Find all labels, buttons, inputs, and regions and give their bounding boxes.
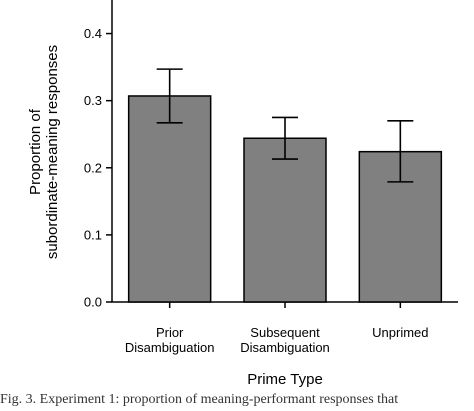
y-axis-title-line: subordinate-meaning responses	[44, 45, 61, 259]
y-tick-label: 0.0	[84, 295, 102, 310]
x-tick-label: Unprimed	[372, 325, 428, 340]
x-tick-label-line: Prior	[156, 325, 184, 340]
bar-chart: Proportion ofsubordinate-meaning respons…	[27, 0, 458, 388]
y-axis-title-line: Proportion of	[27, 108, 44, 195]
error-bar	[272, 116, 298, 160]
x-tick-label: Subsequent Disambiguation	[240, 325, 330, 355]
x-axis	[111, 301, 458, 308]
y-tick-label: 0.2	[84, 160, 102, 175]
y-tick-label: 0.4	[84, 26, 102, 41]
x-tick-label-line: Disambiguation	[125, 340, 215, 355]
bar	[127, 95, 212, 303]
x-axis-title: Prime Type	[247, 371, 323, 388]
error-bar	[156, 68, 183, 124]
error-bar	[387, 120, 414, 183]
figure-caption: Fig. 3. Experiment 1: proportion of mean…	[0, 392, 399, 407]
x-tick-label-line: Unprimed	[372, 325, 428, 340]
error-bars	[156, 68, 414, 183]
y-axis-title: Proportion ofsubordinate-meaning respons…	[27, 45, 61, 259]
y-axis-title-text: Proportion ofsubordinate-meaning respons…	[27, 45, 61, 259]
x-tick-label-line: Subsequent	[250, 325, 320, 340]
y-tick-label: 0.3	[84, 93, 102, 108]
x-tick-label-line: Disambiguation	[240, 340, 330, 355]
y-tick-label: 0.1	[84, 227, 102, 242]
y-axis: 0.0 0.1 0.2 0.3 0.4	[84, 0, 113, 310]
bar	[243, 137, 327, 303]
bar	[358, 150, 443, 303]
x-tick-label: Prior Disambiguation	[125, 325, 215, 355]
